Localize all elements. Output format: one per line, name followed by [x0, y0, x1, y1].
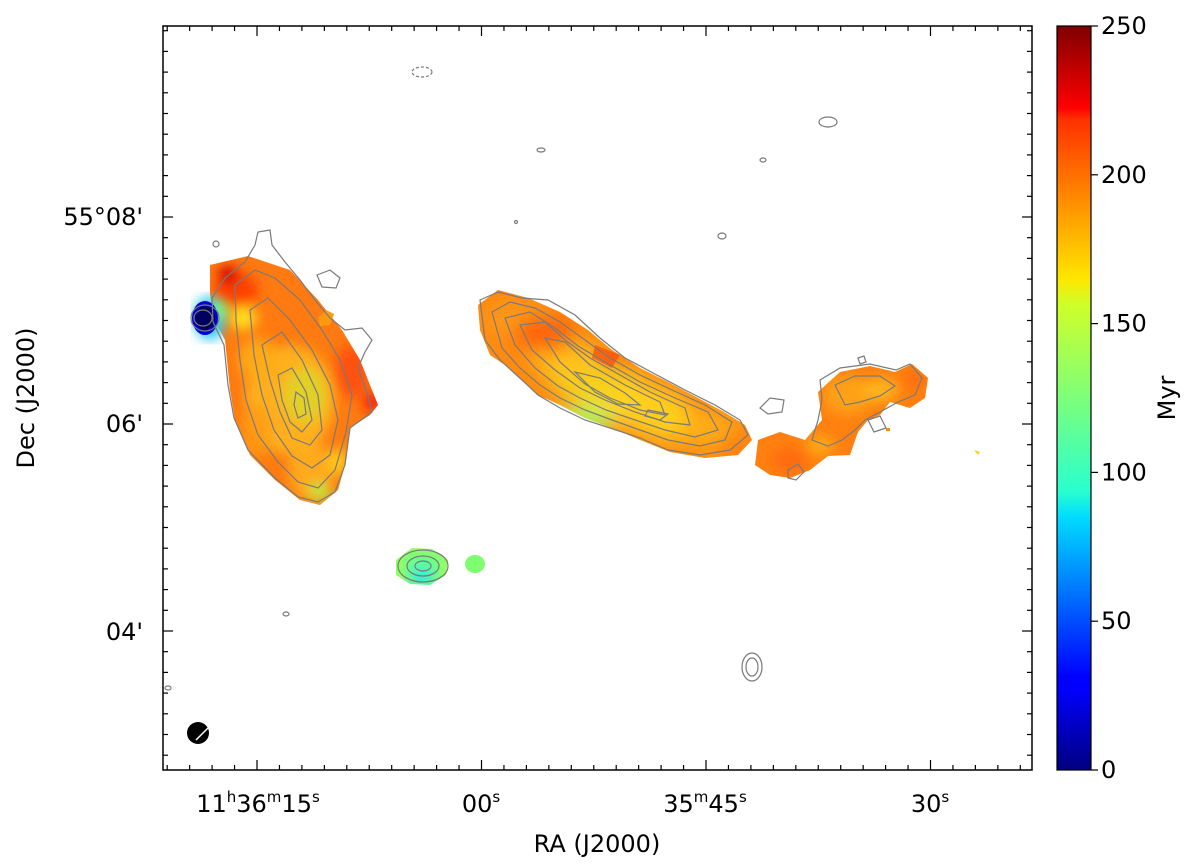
colorbar-tick-label: 50 [1101, 607, 1132, 635]
colorbar-tick-label: 200 [1101, 161, 1147, 189]
colorbar-gradient [1056, 25, 1092, 771]
colorbar-tick-label: 100 [1101, 458, 1147, 486]
y-tick-label: 06' [106, 410, 143, 438]
y-tick-labels: 55°08' 06' 04' [63, 203, 143, 646]
colorbar-tick-label: 250 [1101, 12, 1147, 40]
colorbar: 0 50 100 150 200 250 Myr [1056, 12, 1181, 784]
colorbar-label: Myr [1153, 375, 1181, 420]
beam-marker [187, 722, 209, 744]
y-tick-label: 04' [106, 618, 143, 646]
x-tick-labels: 11h36m15s 00s 35m45s 30s [196, 788, 949, 818]
x-tick-label: 11h36m15s [196, 788, 320, 818]
axis-ticks [163, 26, 1032, 770]
x-axis-label: RA (J2000) [534, 830, 661, 858]
y-axis-label: Dec (J2000) [12, 328, 40, 469]
y-tick-label: 55°08' [63, 203, 143, 231]
x-tick-label: 30s [911, 788, 950, 818]
x-tick-label: 00s [462, 788, 501, 818]
x-tick-label: 35m45s [663, 788, 747, 818]
colorbar-tick-label: 0 [1101, 756, 1116, 784]
colorbar-ticks: 0 50 100 150 200 250 [1091, 12, 1147, 784]
contours [164, 66, 923, 691]
colorbar-tick-label: 150 [1101, 310, 1147, 338]
